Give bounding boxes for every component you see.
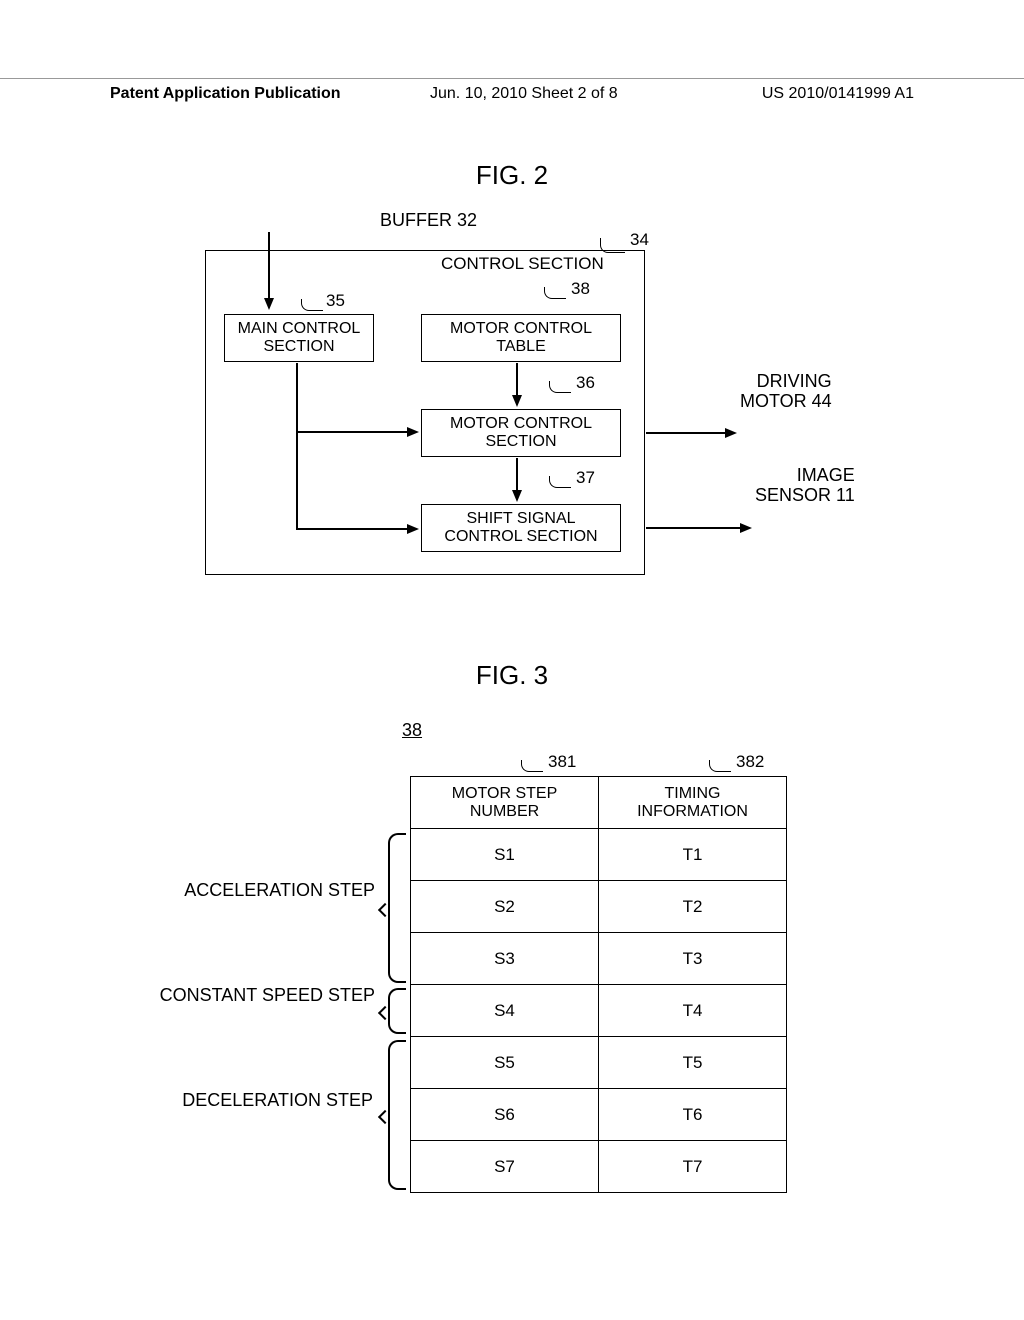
table-row: S6T6 <box>411 1089 787 1141</box>
cell-t: T3 <box>599 933 787 985</box>
arrow-head <box>407 524 419 534</box>
table-row: S2T2 <box>411 881 787 933</box>
ref-38-underline: 38 <box>402 720 422 741</box>
cell-s: S1 <box>411 829 599 881</box>
motor-step-table: MOTOR STEPNUMBER TIMINGINFORMATION S1T1 … <box>410 776 787 1193</box>
table-row: S4T4 <box>411 985 787 1037</box>
fig3-diagram: 38 381 382 MOTOR STEPNUMBER TIMINGINFORM… <box>130 720 890 1220</box>
header-right: US 2010/0141999 A1 <box>762 85 914 103</box>
accel-step-label: ACCELERATION STEP <box>150 880 375 901</box>
lead-36 <box>549 381 571 393</box>
buffer-label: BUFFER 32 <box>380 210 477 231</box>
lead-382 <box>709 760 731 772</box>
cell-t: T4 <box>599 985 787 1037</box>
col-motor-step: MOTOR STEPNUMBER <box>411 777 599 829</box>
cell-t: T1 <box>599 829 787 881</box>
cell-s: S5 <box>411 1037 599 1089</box>
page-header: Patent Application Publication Jun. 10, … <box>0 78 1024 85</box>
fig3-title: FIG. 3 <box>0 660 1024 691</box>
arrow-head <box>512 395 522 407</box>
arrow-line <box>296 363 298 529</box>
control-section-label: CONTROL SECTION <box>441 254 604 274</box>
col-timing: TIMINGINFORMATION <box>599 777 787 829</box>
image-sensor-text: IMAGESENSOR 11 <box>755 466 855 506</box>
motor-control-text: MOTOR CONTROLSECTION <box>450 415 592 450</box>
arrow-line <box>646 432 726 434</box>
fig2-diagram: BUFFER 32 34 CONTROL SECTION 35 38 36 37… <box>180 210 880 590</box>
motor-table-box: MOTOR CONTROLTABLE <box>421 314 621 362</box>
fig2-title: FIG. 2 <box>0 160 1024 191</box>
main-control-box: MAIN CONTROLSECTION <box>224 314 374 362</box>
table-row: S5T5 <box>411 1037 787 1089</box>
table-row: S7T7 <box>411 1141 787 1193</box>
table-row: S3T3 <box>411 933 787 985</box>
table-header-row: MOTOR STEPNUMBER TIMINGINFORMATION <box>411 777 787 829</box>
ref-38: 38 <box>571 279 590 299</box>
lead-38 <box>544 287 566 299</box>
arrow-head <box>407 427 419 437</box>
driving-motor-text: DRIVINGMOTOR 44 <box>740 372 832 412</box>
cell-s: S6 <box>411 1089 599 1141</box>
cell-t: T6 <box>599 1089 787 1141</box>
const-step-label: CONSTANT SPEED STEP <box>125 985 375 1006</box>
decel-step-label: DECELERATION STEP <box>148 1090 373 1111</box>
arrow-line <box>296 528 408 530</box>
cell-t: T2 <box>599 881 787 933</box>
lead-35 <box>301 299 323 311</box>
motor-table-text: MOTOR CONTROLTABLE <box>450 320 592 355</box>
shift-signal-text: SHIFT SIGNALCONTROL SECTION <box>444 510 597 545</box>
ref-36: 36 <box>576 373 595 393</box>
image-sensor-label: IMAGESENSOR 11 <box>755 466 855 506</box>
arrow-line <box>516 458 518 492</box>
arrow-head <box>725 428 737 438</box>
lead-37 <box>549 476 571 488</box>
ref-37: 37 <box>576 468 595 488</box>
cell-s: S3 <box>411 933 599 985</box>
arrow-head <box>512 490 522 502</box>
shift-signal-box: SHIFT SIGNALCONTROL SECTION <box>421 504 621 552</box>
arrow-line <box>516 363 518 397</box>
ref-381: 381 <box>548 752 576 772</box>
cell-s: S2 <box>411 881 599 933</box>
control-section-box: CONTROL SECTION 35 38 36 37 MAIN CONTROL… <box>205 250 645 575</box>
arrow-line <box>646 527 741 529</box>
main-control-text: MAIN CONTROLSECTION <box>238 320 361 355</box>
motor-control-box: MOTOR CONTROLSECTION <box>421 409 621 457</box>
header-left: Patent Application Publication <box>110 85 341 103</box>
header-center: Jun. 10, 2010 Sheet 2 of 8 <box>430 85 618 103</box>
cell-s: S7 <box>411 1141 599 1193</box>
cell-s: S4 <box>411 985 599 1037</box>
lead-381 <box>521 760 543 772</box>
ref-35: 35 <box>326 291 345 311</box>
cell-t: T7 <box>599 1141 787 1193</box>
cell-t: T5 <box>599 1037 787 1089</box>
arrow-head <box>740 523 752 533</box>
ref-382: 382 <box>736 752 764 772</box>
ref-34: 34 <box>630 230 649 250</box>
driving-motor-label: DRIVINGMOTOR 44 <box>740 372 832 412</box>
table-row: S1T1 <box>411 829 787 881</box>
arrow-line <box>296 431 408 433</box>
